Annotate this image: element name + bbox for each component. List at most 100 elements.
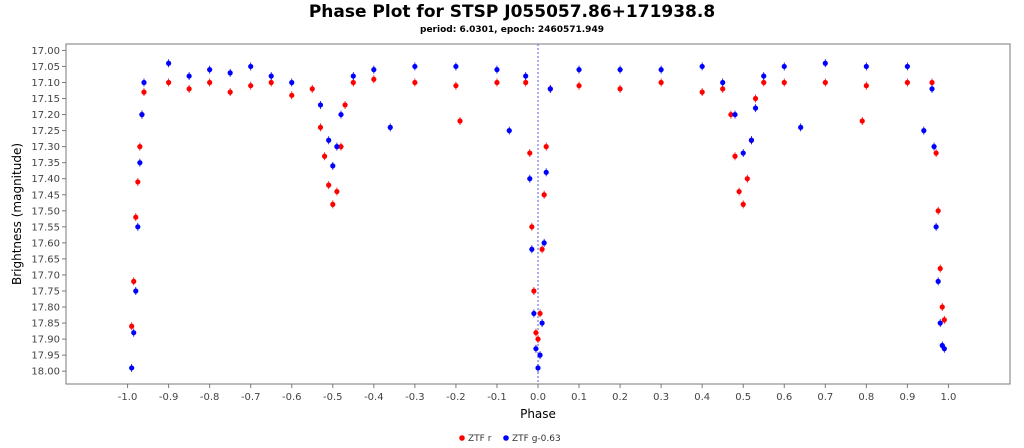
y-tick-label: 17.95 bbox=[31, 351, 60, 362]
data-point bbox=[939, 304, 945, 310]
legend-marker-ztf-r bbox=[459, 435, 465, 441]
data-point bbox=[412, 63, 418, 70]
y-tick-label: 17.35 bbox=[31, 158, 60, 169]
x-tick-label: -0.2 bbox=[446, 392, 466, 403]
data-point bbox=[752, 105, 759, 111]
data-point bbox=[863, 63, 869, 70]
data-point bbox=[541, 192, 547, 198]
data-point bbox=[268, 73, 274, 79]
data-point bbox=[248, 83, 254, 89]
legend-label-ztf-r: ZTF r bbox=[468, 434, 492, 444]
data-point bbox=[863, 83, 869, 89]
data-point bbox=[135, 224, 141, 230]
data-point bbox=[330, 201, 336, 207]
data-point bbox=[533, 346, 539, 352]
y-tick-label: 18.00 bbox=[31, 367, 60, 378]
y-tick-label: 17.30 bbox=[31, 142, 60, 153]
data-point bbox=[412, 79, 418, 86]
data-point bbox=[350, 79, 356, 86]
data-point bbox=[133, 288, 139, 294]
data-point bbox=[576, 67, 582, 73]
data-point bbox=[371, 67, 377, 73]
data-point bbox=[543, 144, 549, 150]
data-point bbox=[761, 79, 767, 86]
data-point bbox=[935, 208, 941, 214]
data-point bbox=[527, 150, 533, 156]
data-point bbox=[131, 278, 137, 284]
data-point bbox=[933, 150, 939, 156]
data-point bbox=[736, 188, 742, 195]
data-point bbox=[543, 169, 549, 175]
legend-marker-ztf-g bbox=[503, 435, 509, 441]
x-tick-label: -0.7 bbox=[241, 392, 261, 403]
data-point bbox=[523, 73, 529, 79]
data-point bbox=[207, 79, 213, 86]
data-point bbox=[904, 63, 910, 70]
data-point bbox=[186, 86, 192, 92]
y-tick-label: 17.10 bbox=[31, 78, 60, 89]
data-point bbox=[326, 182, 332, 188]
y-tick-label: 17.55 bbox=[31, 222, 60, 233]
data-point bbox=[531, 310, 537, 317]
data-point bbox=[941, 317, 947, 323]
data-point bbox=[935, 278, 941, 284]
y-tick-label: 17.05 bbox=[31, 62, 60, 73]
y-tick-label: 17.60 bbox=[31, 238, 60, 249]
data-point bbox=[523, 79, 529, 86]
data-point bbox=[166, 60, 172, 66]
data-point bbox=[139, 111, 145, 118]
data-point bbox=[453, 83, 459, 89]
data-point bbox=[371, 76, 377, 82]
data-point bbox=[531, 288, 537, 294]
data-point bbox=[135, 179, 141, 185]
data-point bbox=[506, 128, 512, 134]
data-point bbox=[744, 176, 750, 182]
y-tick-label: 17.65 bbox=[31, 254, 60, 265]
data-point bbox=[539, 320, 545, 326]
y-tick-label: 17.00 bbox=[31, 46, 60, 57]
data-point bbox=[781, 63, 787, 70]
x-tick-label: 0.6 bbox=[776, 392, 792, 403]
data-point bbox=[941, 346, 947, 352]
data-point bbox=[732, 153, 738, 159]
data-point bbox=[133, 214, 139, 220]
data-point bbox=[576, 83, 582, 89]
data-point bbox=[529, 246, 535, 252]
data-point bbox=[387, 124, 393, 130]
data-point bbox=[921, 128, 927, 134]
data-point bbox=[527, 176, 533, 182]
legend: ZTF r ZTF g-0.63 bbox=[459, 434, 561, 444]
data-point bbox=[761, 73, 767, 79]
data-point bbox=[720, 79, 726, 86]
x-tick-label: 0.8 bbox=[858, 392, 874, 403]
data-point bbox=[248, 63, 254, 70]
data-point bbox=[338, 111, 344, 118]
data-point bbox=[937, 265, 943, 272]
x-tick-label: -0.4 bbox=[364, 392, 384, 403]
y-tick-label: 17.40 bbox=[31, 174, 60, 185]
data-point bbox=[535, 365, 541, 371]
x-tick-label: 1.0 bbox=[940, 392, 956, 403]
data-points bbox=[129, 59, 947, 372]
data-point bbox=[309, 86, 315, 92]
data-point bbox=[933, 224, 939, 230]
y-tick-label: 17.50 bbox=[31, 206, 60, 217]
data-point bbox=[326, 137, 332, 143]
data-point bbox=[129, 323, 135, 329]
data-point bbox=[289, 92, 295, 98]
data-point bbox=[929, 86, 935, 92]
y-tick-label: 17.75 bbox=[31, 286, 60, 297]
x-tick-label: 0.2 bbox=[612, 392, 628, 403]
x-tick-label: 0.3 bbox=[653, 392, 669, 403]
data-point bbox=[781, 79, 787, 86]
y-tick-label: 17.85 bbox=[31, 319, 60, 330]
data-point bbox=[931, 144, 937, 150]
data-point bbox=[129, 365, 135, 371]
data-point bbox=[699, 63, 705, 70]
chart-subtitle: period: 6.0301, epoch: 2460571.949 bbox=[420, 25, 604, 35]
y-tick-label: 17.80 bbox=[31, 303, 60, 314]
data-point bbox=[822, 79, 828, 86]
data-point bbox=[529, 224, 535, 230]
data-point bbox=[748, 137, 755, 143]
data-point bbox=[317, 124, 324, 130]
